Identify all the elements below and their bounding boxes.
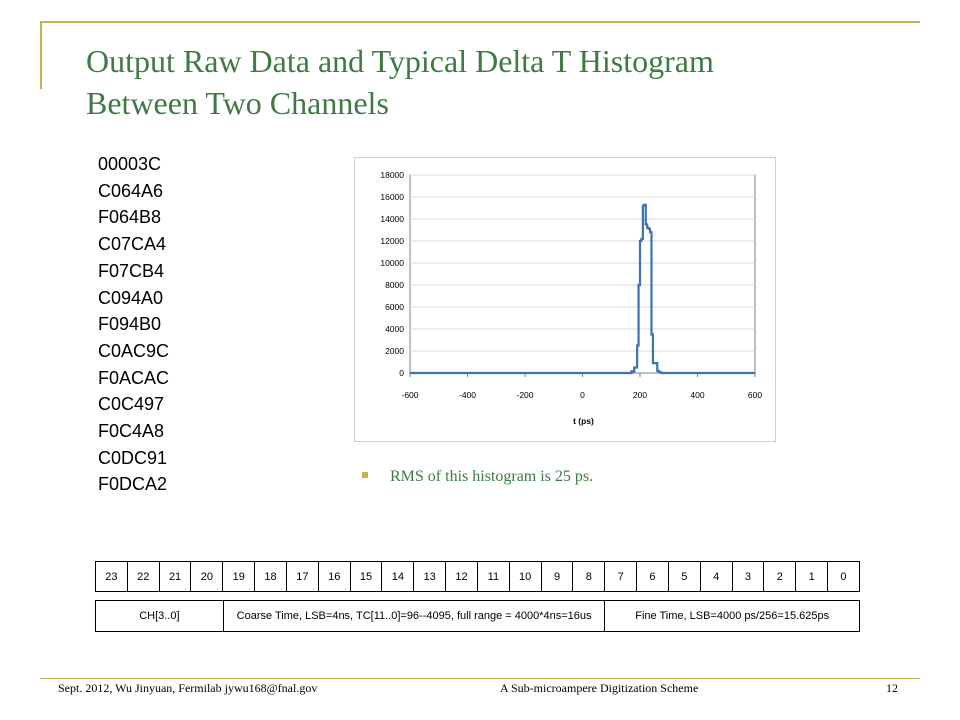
- footer-page-number: 12: [886, 681, 898, 695]
- bit-cell: 1: [796, 562, 829, 591]
- bit-cell: 4: [701, 562, 733, 591]
- bit-cell: 15: [351, 562, 383, 591]
- raw-data-word: C064A6: [98, 180, 164, 201]
- raw-data-word: C0AC9C: [98, 340, 170, 361]
- y-tick-label: 16000: [380, 192, 404, 202]
- x-tick-label: 400: [690, 390, 704, 400]
- raw-data-word: F0ACAC: [98, 367, 170, 388]
- raw-data-word: C094A0: [98, 287, 164, 308]
- x-tick-label: -600: [401, 390, 418, 400]
- bit-cell: 19: [223, 562, 256, 591]
- x-tick-label: -200: [516, 390, 533, 400]
- bit-cell: 20: [191, 562, 224, 591]
- bit-cell: 10: [510, 562, 542, 591]
- bit-cell: 9: [542, 562, 574, 591]
- bit-cell: 22: [128, 562, 160, 591]
- y-tick-label: 6000: [385, 302, 404, 312]
- bit-cell: 8: [573, 562, 606, 591]
- bit-cell: 13: [414, 562, 447, 591]
- bit-cell: 6: [637, 562, 669, 591]
- x-tick-label: -400: [459, 390, 476, 400]
- bit-cell: 2: [764, 562, 797, 591]
- bit-cell: 12: [446, 562, 478, 591]
- bit-cell: 3: [733, 562, 765, 591]
- y-tick-label: 12000: [380, 236, 404, 246]
- raw-data-word: F0DCA2: [98, 474, 168, 495]
- bit-cell: 0: [840, 570, 847, 583]
- y-tick-label: 0: [399, 368, 404, 378]
- bit-cell: 14: [382, 562, 415, 591]
- bit-cell: 7: [605, 562, 638, 591]
- raw-data-word: C0C497: [98, 394, 165, 415]
- raw-data-word: F0C4A8: [98, 421, 165, 442]
- slide-title-line-2: Between Two Channels: [86, 85, 389, 121]
- y-tick-label: 10000: [380, 258, 404, 268]
- histogram-svg: 0200040006000800010000120001400016000180…: [380, 170, 762, 426]
- raw-data-word: F064B8: [98, 207, 162, 228]
- histogram-series-line: [410, 203, 755, 375]
- plot-area-border: [409, 174, 756, 374]
- frame-left-rule: [40, 21, 42, 89]
- x-tick-label: 0: [580, 390, 585, 400]
- bit-cell: 21: [160, 562, 192, 591]
- bit-field-row: CH[3..0] Coarse Time, LSB=4ns, TC[11..0]=…: [95, 600, 860, 632]
- bit-cell: 5: [669, 562, 701, 591]
- bit-cell: 17: [287, 562, 319, 591]
- rms-bullet: RMS of this histogram is 25 ps.: [362, 468, 593, 486]
- bit-field-cell: Fine Time, LSB=4000 ps/256=15.625ps: [635, 610, 830, 622]
- slide-title: Output Raw Data and Typical Delta T Hist…: [86, 40, 906, 124]
- bullet-square-icon: [362, 472, 368, 479]
- x-tick-label: 200: [633, 390, 647, 400]
- rms-bullet-text: RMS of this histogram is 25 ps.: [390, 468, 594, 485]
- y-tick-label: 2000: [385, 346, 404, 356]
- slide-title-line-1: Output Raw Data and Typical Delta T Hist…: [86, 43, 714, 79]
- raw-data-word: F07CB4: [98, 260, 165, 281]
- bit-field-cell: CH[3..0]: [96, 601, 224, 631]
- y-tick-label: 4000: [385, 324, 404, 334]
- bit-cell: 11: [478, 562, 510, 591]
- bit-field-cell: Coarse Time, LSB=4ns, TC[11..0]=96--4095…: [224, 601, 606, 631]
- footer-rule: [40, 678, 920, 679]
- raw-data-word: C0DC91: [98, 447, 168, 468]
- bit-cell: 18: [255, 562, 287, 591]
- frame-top-rule: [40, 21, 920, 23]
- footer-presentation-title: A Sub-microampere Digitization Scheme: [500, 681, 699, 695]
- raw-data-word: C07CA4: [98, 234, 167, 255]
- x-tick-label: 600: [748, 390, 762, 400]
- y-tick-label: 18000: [380, 170, 404, 180]
- x-axis-label: t (ps): [573, 416, 594, 426]
- raw-data-word: 00003C: [98, 154, 162, 174]
- bit-index-row: 23 22 21 20 19 18 17 16 15 14 13 12 11 10 9 8 7 6 5 4 3 2 1 0: [95, 561, 860, 592]
- bit-cell: 23: [96, 562, 128, 591]
- histogram-chart: 0 2000 4000 6000 8000 10000 12000 14000 16000 180…: [354, 157, 776, 442]
- raw-data-list: 00003C C064A6 F064B8 C07CA4 F07CB4 C094A0 F094…: [98, 151, 169, 498]
- bit-cell: 16: [319, 562, 351, 591]
- y-tick-label: 14000: [380, 214, 404, 224]
- y-tick-label: 8000: [385, 280, 404, 290]
- footer-author: Sept. 2012, Wu Jinyuan, Fermilab jywu168…: [58, 681, 318, 695]
- raw-data-word: F094B0: [98, 314, 162, 335]
